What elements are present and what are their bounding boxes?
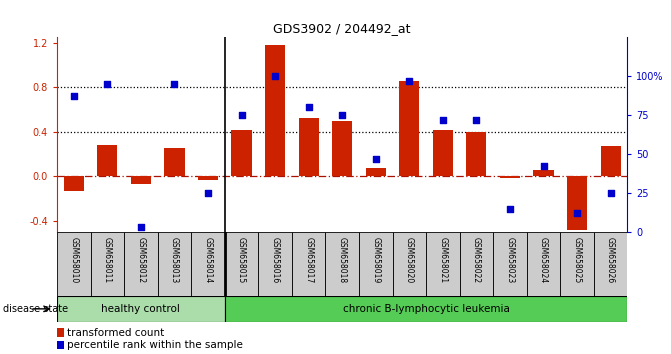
Bar (426, 232, 460, 296)
Bar (97, 145, 117, 176)
Bar (325, 232, 359, 296)
Bar (533, 170, 554, 176)
Bar (299, 118, 319, 176)
Bar (57, 341, 64, 349)
Bar (567, 176, 587, 230)
Point (270, 73, 280, 79)
Bar (393, 232, 426, 296)
Bar (131, 176, 151, 184)
Point (236, 112, 247, 118)
Bar (158, 232, 191, 296)
Text: GSM658020: GSM658020 (405, 237, 414, 283)
Point (370, 156, 381, 161)
Point (505, 206, 515, 211)
Bar (57, 232, 91, 296)
Text: GSM658024: GSM658024 (539, 237, 548, 283)
Point (437, 117, 448, 122)
Bar (493, 232, 527, 296)
Point (303, 104, 314, 110)
Bar (164, 148, 185, 176)
Bar (225, 296, 627, 322)
Bar (560, 232, 594, 296)
Text: GSM658021: GSM658021 (438, 237, 448, 283)
Bar (433, 130, 453, 176)
Text: chronic B-lymphocytic leukemia: chronic B-lymphocytic leukemia (343, 304, 509, 314)
Bar (399, 81, 419, 176)
Text: GSM658010: GSM658010 (69, 237, 79, 283)
Text: GSM658022: GSM658022 (472, 237, 481, 283)
Text: GSM658013: GSM658013 (170, 237, 179, 283)
Title: GDS3902 / 204492_at: GDS3902 / 204492_at (274, 22, 411, 35)
Bar (292, 232, 325, 296)
Bar (359, 232, 393, 296)
Point (404, 78, 415, 84)
Point (337, 112, 348, 118)
Text: GSM658026: GSM658026 (606, 237, 615, 283)
Text: GSM658012: GSM658012 (136, 237, 146, 283)
Text: percentile rank within the sample: percentile rank within the sample (67, 340, 243, 350)
Bar (124, 232, 158, 296)
Text: transformed count: transformed count (67, 327, 164, 338)
Bar (191, 232, 225, 296)
Bar (466, 132, 486, 176)
Bar (601, 146, 621, 176)
Bar (594, 232, 627, 296)
Text: GSM658015: GSM658015 (237, 237, 246, 283)
Text: GSM658018: GSM658018 (338, 237, 347, 283)
Text: disease state: disease state (3, 304, 68, 314)
Bar (231, 130, 252, 176)
Text: GSM658019: GSM658019 (371, 237, 380, 283)
Bar (57, 328, 64, 337)
Bar (500, 176, 520, 178)
Bar (57, 296, 225, 322)
Point (471, 117, 482, 122)
Point (538, 164, 549, 169)
Text: GSM658023: GSM658023 (505, 237, 515, 283)
Bar (258, 232, 292, 296)
Point (169, 81, 180, 87)
Text: healthy control: healthy control (101, 304, 180, 314)
Bar (64, 176, 84, 191)
Point (203, 190, 213, 196)
Bar (265, 45, 285, 176)
Bar (225, 232, 258, 296)
Text: GSM658025: GSM658025 (572, 237, 582, 283)
Text: GSM658014: GSM658014 (203, 237, 213, 283)
Text: GSM658016: GSM658016 (270, 237, 280, 283)
Point (68, 93, 79, 99)
Text: GSM658017: GSM658017 (304, 237, 313, 283)
Point (605, 190, 616, 196)
Point (136, 224, 146, 230)
Text: GSM658011: GSM658011 (103, 237, 112, 283)
Bar (91, 232, 124, 296)
Bar (332, 121, 352, 176)
Point (102, 81, 113, 87)
Point (572, 210, 582, 216)
Bar (366, 169, 386, 176)
Bar (198, 176, 218, 179)
Bar (527, 232, 560, 296)
Bar (460, 232, 493, 296)
